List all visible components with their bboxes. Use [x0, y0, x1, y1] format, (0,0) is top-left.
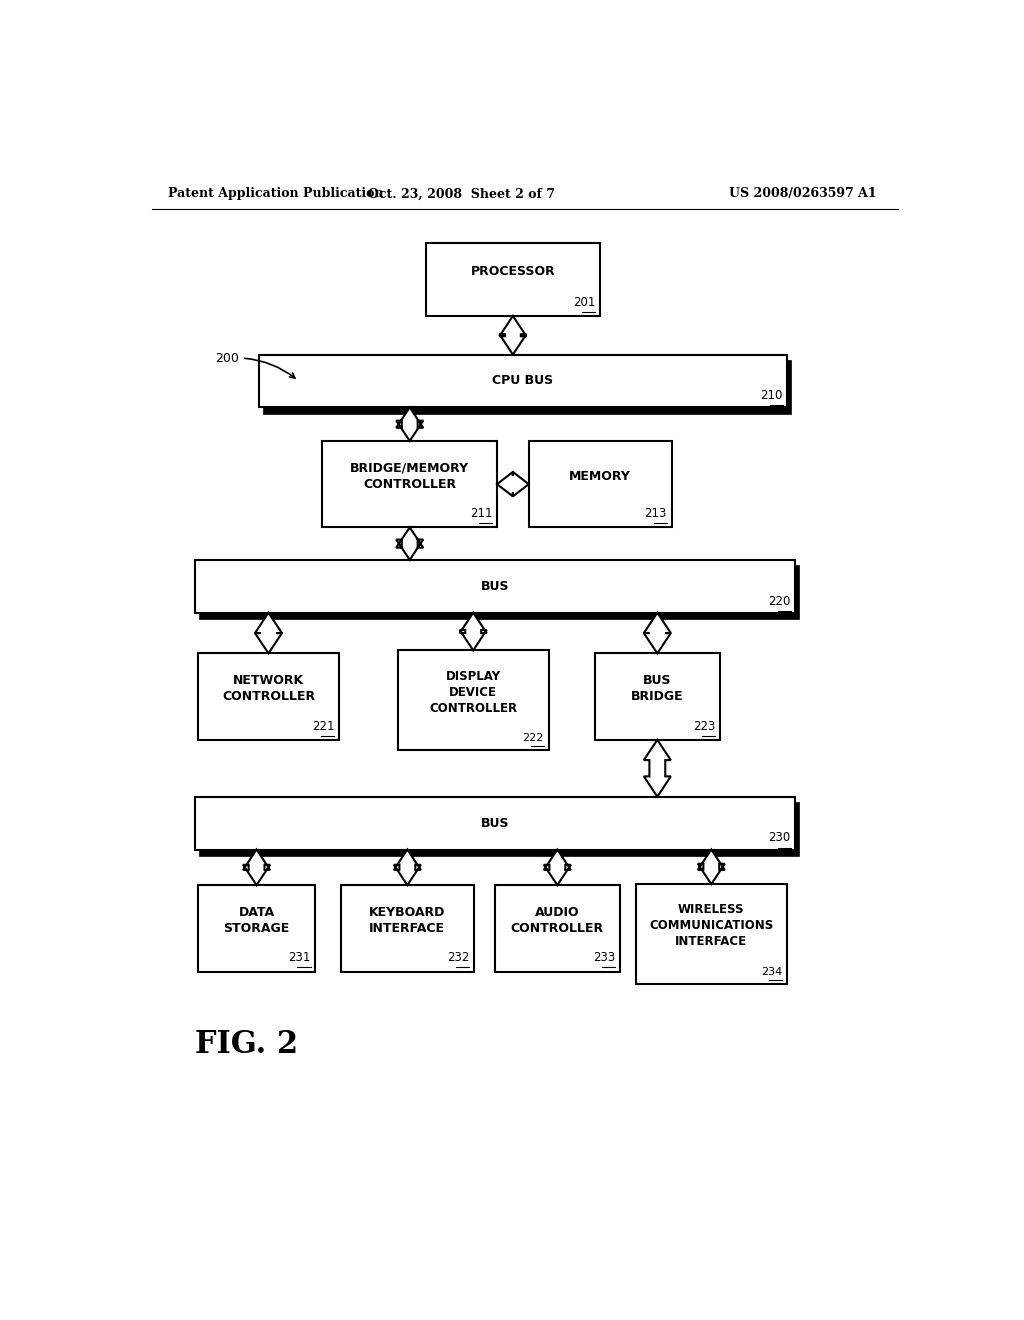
Text: Oct. 23, 2008  Sheet 2 of 7: Oct. 23, 2008 Sheet 2 of 7: [368, 187, 555, 201]
Text: DISPLAY
DEVICE
CONTROLLER: DISPLAY DEVICE CONTROLLER: [429, 669, 517, 714]
Text: 210: 210: [761, 389, 782, 403]
Bar: [426, 243, 600, 315]
Polygon shape: [644, 612, 671, 653]
Bar: [198, 653, 339, 739]
Text: 213: 213: [644, 507, 667, 520]
Bar: [528, 441, 672, 528]
Polygon shape: [697, 850, 725, 884]
Polygon shape: [396, 408, 423, 441]
Polygon shape: [396, 528, 423, 560]
Text: 222: 222: [522, 733, 544, 743]
Bar: [201, 803, 800, 855]
Polygon shape: [644, 739, 671, 797]
Text: US 2008/0263597 A1: US 2008/0263597 A1: [729, 187, 877, 201]
Polygon shape: [460, 612, 486, 651]
Text: BUS
BRIDGE: BUS BRIDGE: [631, 675, 684, 704]
Bar: [196, 560, 795, 612]
Text: BUS: BUS: [481, 579, 509, 593]
Bar: [201, 566, 800, 619]
Bar: [196, 797, 795, 850]
Text: Patent Application Publication: Patent Application Publication: [168, 187, 383, 201]
Text: 221: 221: [312, 719, 334, 733]
Text: 223: 223: [693, 719, 715, 733]
Text: 201: 201: [573, 296, 595, 309]
Text: 231: 231: [288, 952, 310, 965]
Polygon shape: [394, 850, 421, 886]
Text: AUDIO
CONTROLLER: AUDIO CONTROLLER: [511, 906, 604, 935]
Text: 211: 211: [470, 507, 493, 520]
Bar: [264, 360, 792, 413]
Text: 200: 200: [215, 351, 295, 378]
Text: WIRELESS
COMMUNICATIONS
INTERFACE: WIRELESS COMMUNICATIONS INTERFACE: [649, 903, 773, 948]
Text: PROCESSOR: PROCESSOR: [470, 265, 555, 277]
Text: 220: 220: [768, 594, 791, 607]
Bar: [323, 441, 497, 528]
Text: NETWORK
CONTROLLER: NETWORK CONTROLLER: [222, 675, 315, 704]
Text: KEYBOARD
INTERFACE: KEYBOARD INTERFACE: [370, 906, 445, 935]
Polygon shape: [497, 473, 528, 496]
Text: DATA
STORAGE: DATA STORAGE: [223, 906, 290, 935]
Bar: [198, 886, 315, 972]
Text: 232: 232: [446, 952, 469, 965]
Bar: [259, 355, 786, 408]
Text: MEMORY: MEMORY: [569, 470, 631, 483]
Text: BRIDGE/MEMORY
CONTROLLER: BRIDGE/MEMORY CONTROLLER: [350, 462, 469, 491]
Text: BUS: BUS: [481, 817, 509, 830]
Bar: [397, 651, 549, 750]
Text: CPU BUS: CPU BUS: [493, 375, 553, 388]
Text: 234: 234: [761, 966, 782, 977]
Text: 233: 233: [593, 952, 615, 965]
Bar: [341, 886, 474, 972]
Polygon shape: [243, 850, 270, 886]
Polygon shape: [255, 612, 282, 653]
Bar: [495, 886, 621, 972]
Polygon shape: [544, 850, 570, 886]
Polygon shape: [500, 315, 526, 355]
Text: FIG. 2: FIG. 2: [196, 1030, 299, 1060]
Text: 230: 230: [768, 832, 791, 845]
Bar: [595, 653, 720, 739]
Bar: [636, 884, 786, 983]
